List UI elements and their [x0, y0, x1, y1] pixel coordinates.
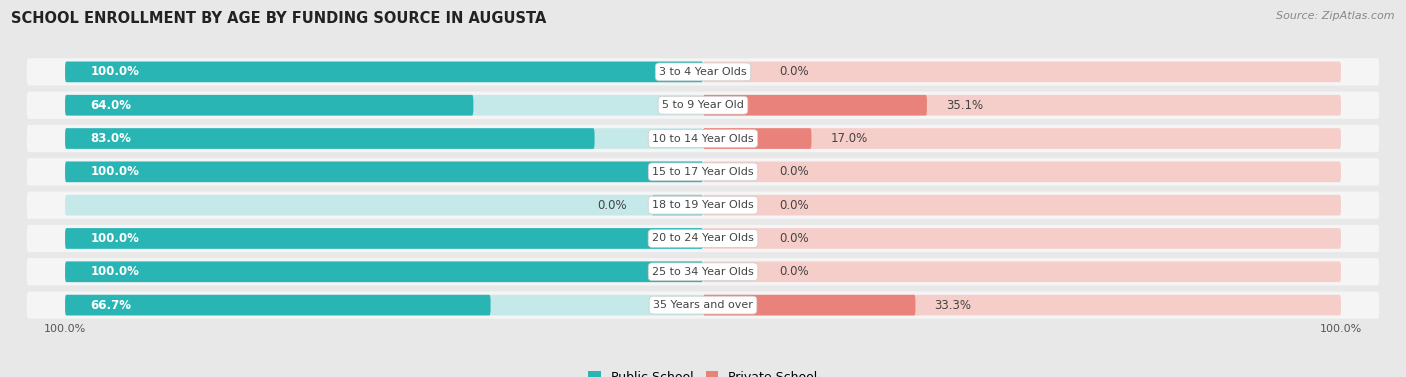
- FancyBboxPatch shape: [703, 295, 1341, 316]
- FancyBboxPatch shape: [703, 228, 1341, 249]
- Text: 0.0%: 0.0%: [779, 65, 810, 78]
- FancyBboxPatch shape: [65, 262, 703, 282]
- Text: 100.0%: 100.0%: [90, 265, 139, 278]
- Text: 0.0%: 0.0%: [779, 199, 810, 211]
- Text: 10 to 14 Year Olds: 10 to 14 Year Olds: [652, 133, 754, 144]
- Text: 100.0%: 100.0%: [90, 232, 139, 245]
- Text: 20 to 24 Year Olds: 20 to 24 Year Olds: [652, 233, 754, 244]
- Text: 66.7%: 66.7%: [90, 299, 132, 312]
- FancyBboxPatch shape: [703, 61, 1341, 82]
- Text: 100.0%: 100.0%: [90, 166, 139, 178]
- Text: 35.1%: 35.1%: [946, 99, 983, 112]
- FancyBboxPatch shape: [65, 128, 595, 149]
- Text: 17.0%: 17.0%: [831, 132, 868, 145]
- Text: 100.0%: 100.0%: [90, 65, 139, 78]
- Text: 35 Years and over: 35 Years and over: [652, 300, 754, 310]
- Text: 0.0%: 0.0%: [596, 199, 627, 211]
- Text: 0.0%: 0.0%: [779, 232, 810, 245]
- FancyBboxPatch shape: [65, 228, 703, 249]
- FancyBboxPatch shape: [65, 195, 703, 216]
- FancyBboxPatch shape: [27, 192, 1379, 219]
- FancyBboxPatch shape: [65, 262, 703, 282]
- FancyBboxPatch shape: [703, 128, 1341, 149]
- FancyBboxPatch shape: [27, 92, 1379, 119]
- FancyBboxPatch shape: [27, 125, 1379, 152]
- FancyBboxPatch shape: [703, 95, 1341, 115]
- FancyBboxPatch shape: [65, 95, 474, 115]
- FancyBboxPatch shape: [65, 61, 703, 82]
- Legend: Public School, Private School: Public School, Private School: [583, 366, 823, 377]
- Text: 0.0%: 0.0%: [779, 166, 810, 178]
- Text: Source: ZipAtlas.com: Source: ZipAtlas.com: [1277, 11, 1395, 21]
- FancyBboxPatch shape: [65, 228, 703, 249]
- FancyBboxPatch shape: [27, 58, 1379, 86]
- FancyBboxPatch shape: [703, 128, 811, 149]
- FancyBboxPatch shape: [703, 262, 1341, 282]
- Text: 0.0%: 0.0%: [779, 265, 810, 278]
- Text: 100.0%: 100.0%: [1320, 324, 1362, 334]
- FancyBboxPatch shape: [65, 61, 703, 82]
- Text: 83.0%: 83.0%: [90, 132, 132, 145]
- FancyBboxPatch shape: [27, 225, 1379, 252]
- FancyBboxPatch shape: [65, 295, 703, 316]
- Text: 33.3%: 33.3%: [935, 299, 972, 312]
- FancyBboxPatch shape: [65, 128, 703, 149]
- FancyBboxPatch shape: [703, 195, 1341, 216]
- FancyBboxPatch shape: [65, 161, 703, 182]
- FancyBboxPatch shape: [65, 295, 491, 316]
- Text: 15 to 17 Year Olds: 15 to 17 Year Olds: [652, 167, 754, 177]
- FancyBboxPatch shape: [703, 95, 927, 115]
- Text: 18 to 19 Year Olds: 18 to 19 Year Olds: [652, 200, 754, 210]
- FancyBboxPatch shape: [703, 161, 1341, 182]
- FancyBboxPatch shape: [27, 258, 1379, 285]
- Text: 5 to 9 Year Old: 5 to 9 Year Old: [662, 100, 744, 110]
- FancyBboxPatch shape: [65, 161, 703, 182]
- FancyBboxPatch shape: [65, 95, 703, 115]
- FancyBboxPatch shape: [27, 158, 1379, 185]
- Text: 25 to 34 Year Olds: 25 to 34 Year Olds: [652, 267, 754, 277]
- Text: 100.0%: 100.0%: [44, 324, 86, 334]
- FancyBboxPatch shape: [703, 295, 915, 316]
- FancyBboxPatch shape: [652, 195, 703, 216]
- Text: SCHOOL ENROLLMENT BY AGE BY FUNDING SOURCE IN AUGUSTA: SCHOOL ENROLLMENT BY AGE BY FUNDING SOUR…: [11, 11, 547, 26]
- FancyBboxPatch shape: [27, 291, 1379, 319]
- Text: 64.0%: 64.0%: [90, 99, 132, 112]
- Text: 3 to 4 Year Olds: 3 to 4 Year Olds: [659, 67, 747, 77]
